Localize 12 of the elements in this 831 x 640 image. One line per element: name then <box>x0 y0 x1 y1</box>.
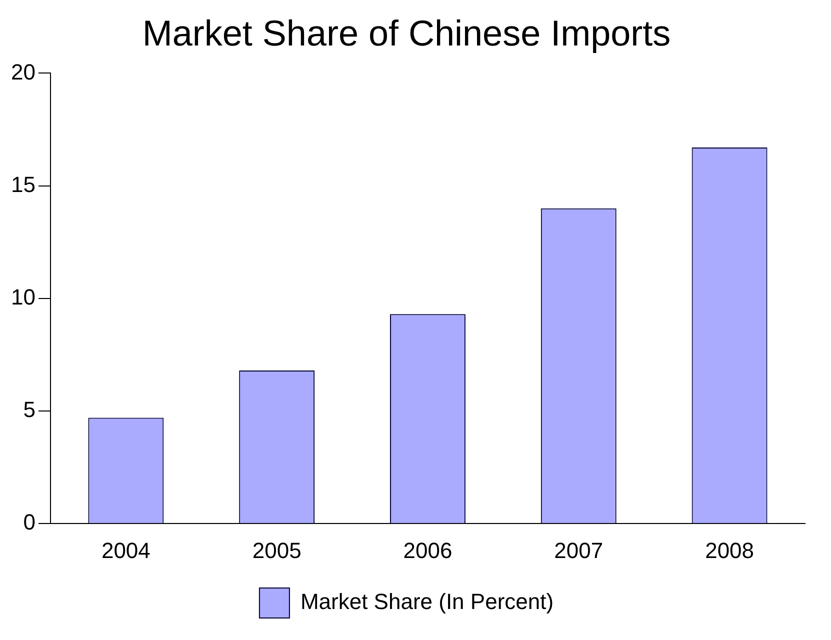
x-tick-label: 2007 <box>554 538 604 563</box>
y-tick-label: 10 <box>10 284 36 310</box>
x-tick-label: 2004 <box>101 538 150 563</box>
legend-label: Market Share (In Percent) <box>300 589 554 614</box>
x-tick-label: 2008 <box>705 538 754 563</box>
y-tick-label: 0 <box>23 510 36 535</box>
chart-title: Market Share of Chinese Imports <box>142 12 671 54</box>
y-tick-label: 15 <box>10 172 36 197</box>
y-tick-label: 20 <box>10 59 36 84</box>
y-tick-label: 5 <box>23 397 36 422</box>
x-tick-label: 2006 <box>403 538 452 563</box>
x-tick-label: 2005 <box>252 538 302 563</box>
